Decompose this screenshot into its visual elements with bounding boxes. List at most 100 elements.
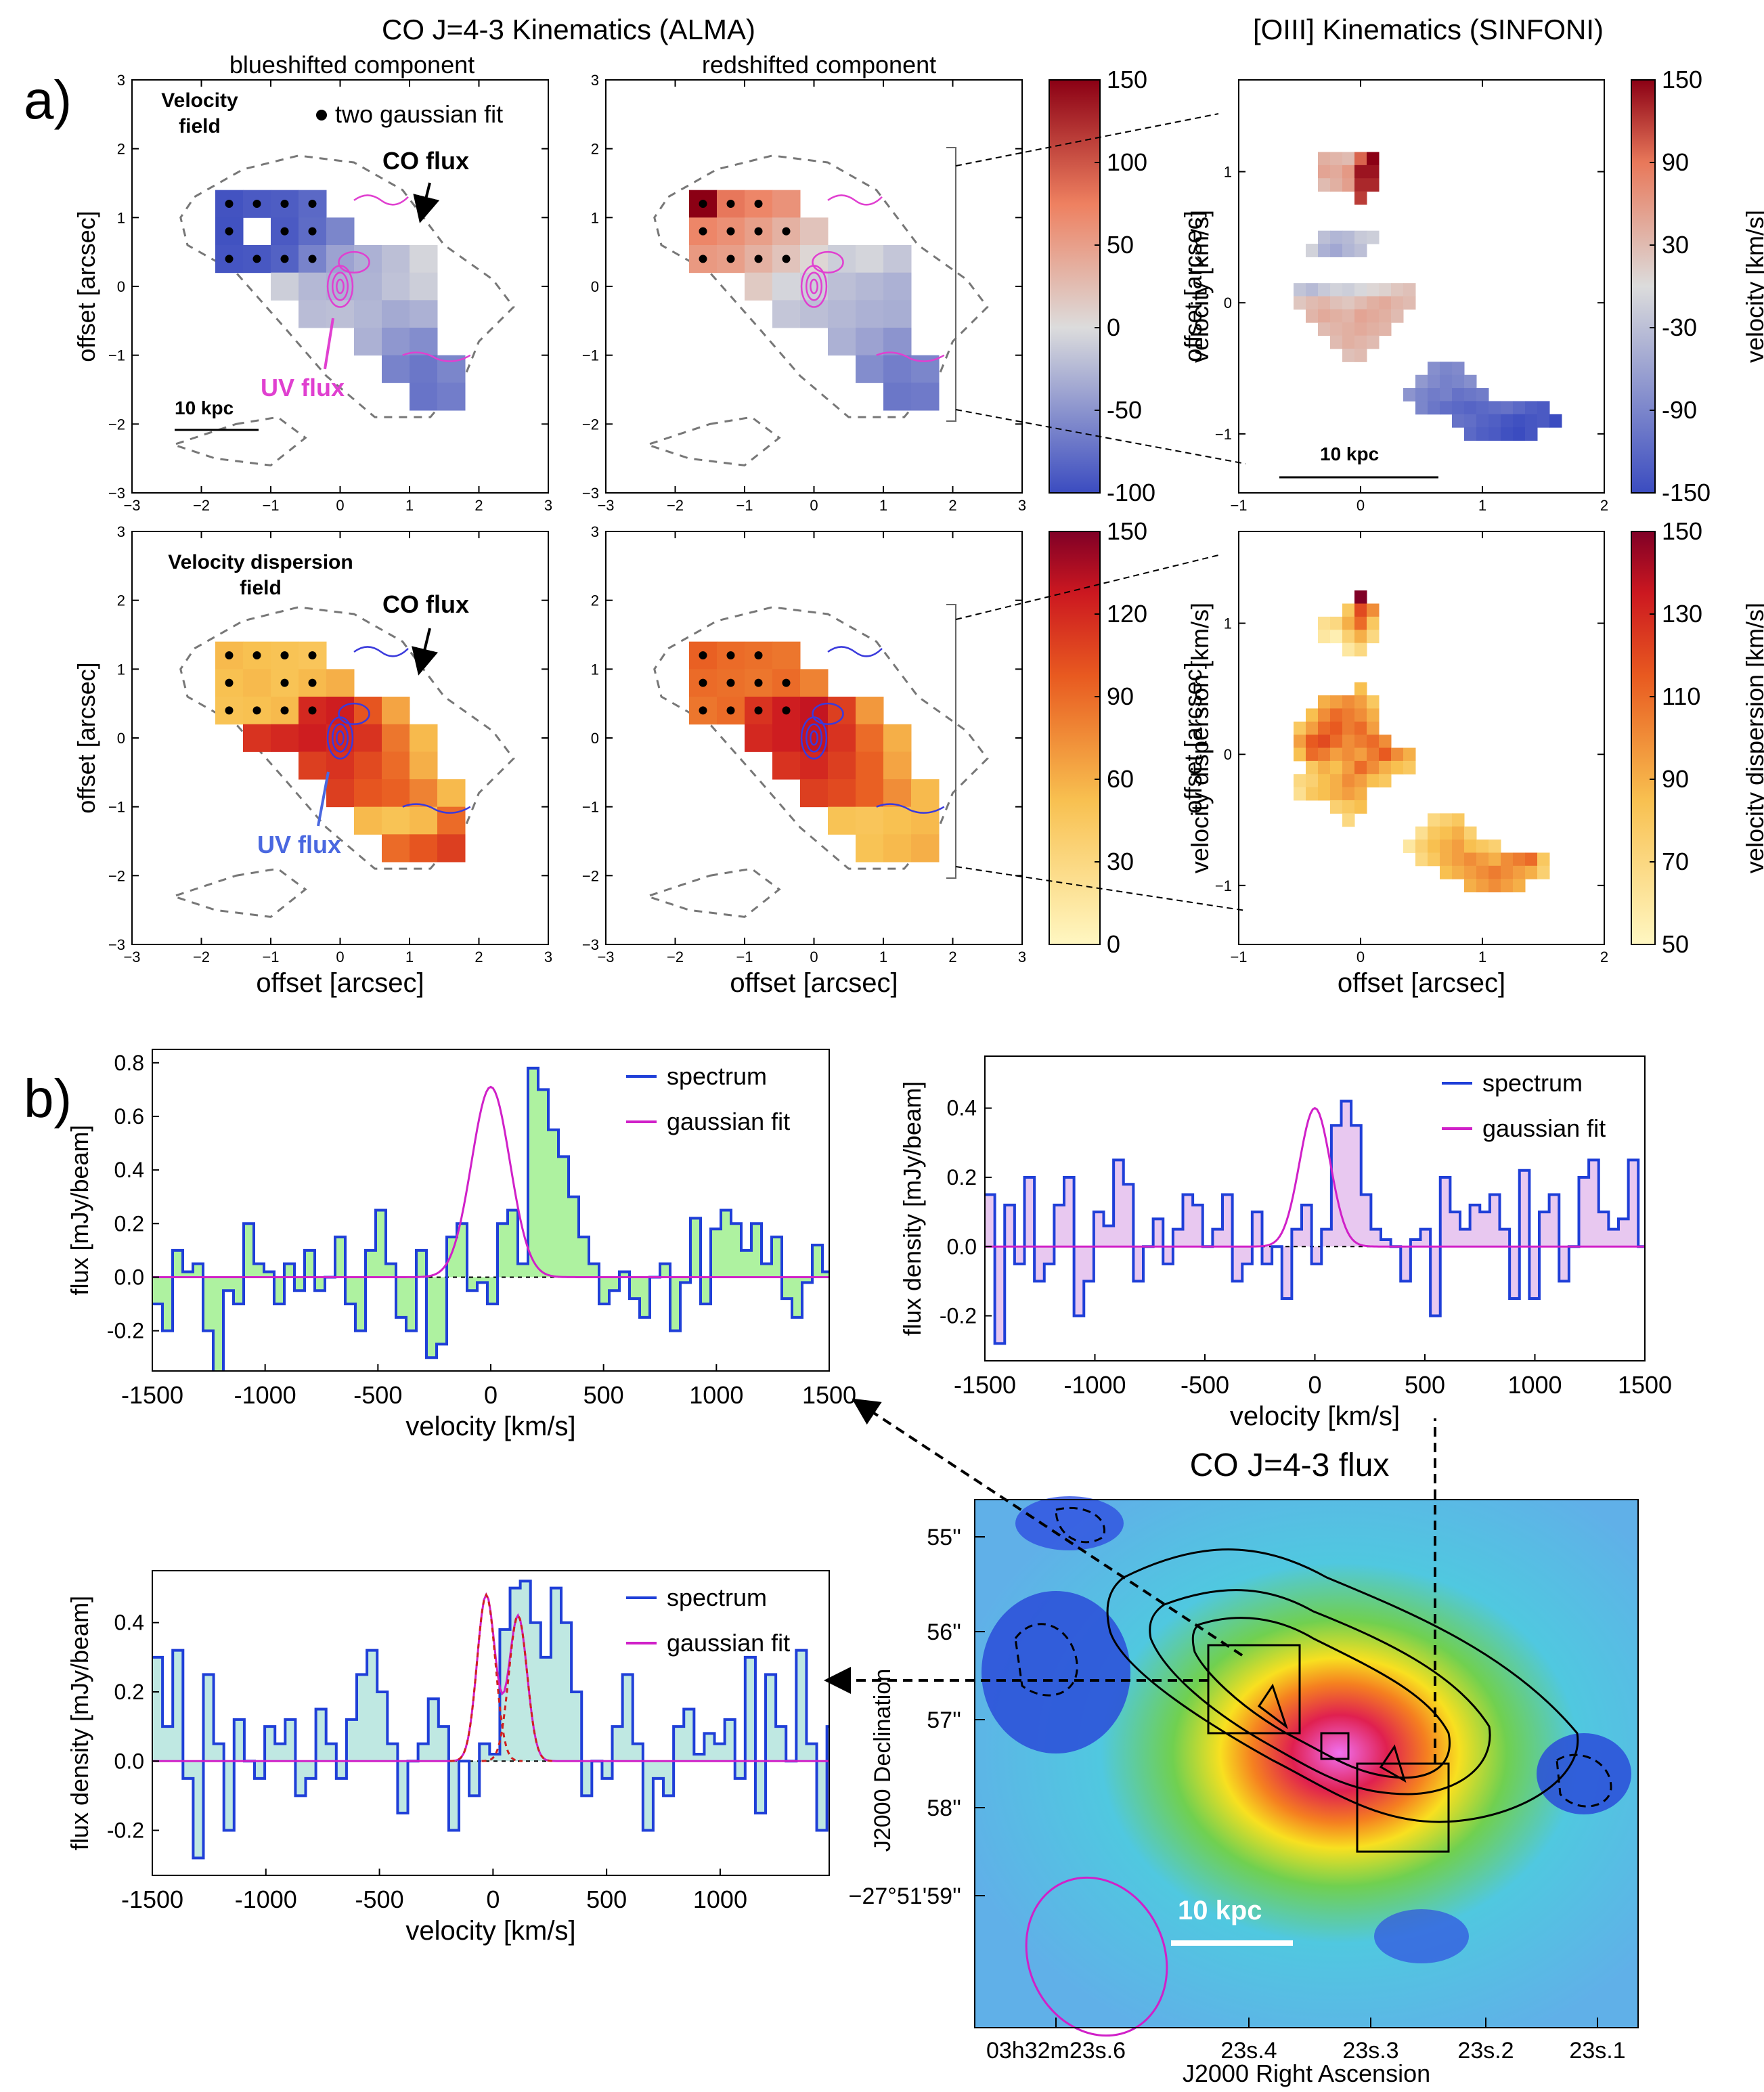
- two-gaussian-dot: [699, 200, 707, 208]
- co-flux-contour-south: [644, 867, 781, 918]
- two-gaussian-dot: [308, 200, 317, 208]
- x-tick-label: 2: [1600, 497, 1608, 514]
- map-pixel: [1489, 879, 1501, 893]
- two-gaussian-dot: [699, 678, 707, 687]
- map-pixel: [1379, 760, 1392, 775]
- x-tick-label: 0: [484, 1381, 498, 1409]
- map-pixel: [1318, 735, 1331, 749]
- map-pixel: [1330, 695, 1343, 709]
- co-blue-velocity-panel: −3 −2 −1 0 1 2 3 −3 −2 −1 0 1 2 3 offset [arcsec]: [72, 72, 552, 514]
- map-pixel: [1440, 362, 1453, 376]
- map-pixel: [828, 300, 856, 328]
- map-pixel: [1379, 322, 1392, 336]
- map-pixel: [1415, 374, 1428, 389]
- y-tick-label: 1: [117, 209, 125, 226]
- x-tick-label: 2: [1600, 949, 1608, 965]
- flux-y-tick-label: 56'': [927, 1619, 961, 1645]
- two-gaussian-dot: [726, 678, 735, 687]
- map-pixel: [1318, 630, 1331, 644]
- map-pixel: [883, 383, 912, 411]
- map-pixel: [1354, 695, 1367, 709]
- map-pixel: [800, 724, 829, 752]
- two-gaussian-dot: [754, 200, 763, 208]
- map-pixel: [1428, 374, 1440, 389]
- x-axis-label: velocity [km/s]: [1230, 1401, 1400, 1431]
- y-tick-label: 0: [591, 278, 599, 295]
- map-pixel: [800, 779, 829, 808]
- flux-blue-blob-2: [1537, 1733, 1631, 1814]
- y-tick-label: −3: [582, 485, 599, 502]
- map-pixel: [437, 383, 466, 411]
- map-pixel: [354, 806, 382, 835]
- velocity-dispersion-label: Velocity dispersion field: [168, 551, 353, 599]
- connector-bottom-1: [955, 554, 1219, 620]
- map-pixel: [1464, 374, 1477, 389]
- map-pixel: [410, 383, 438, 411]
- y-tick-label: -0.2: [940, 1304, 977, 1328]
- map-pixel: [326, 272, 355, 301]
- map-pixel: [1342, 165, 1355, 179]
- co-blue-dispersion-panel: −3 −2 −1 0 1 2 3 −3 −2 −1 0 1 2 3 offset [arcsec] offse…: [72, 523, 552, 998]
- map-pixel: [1440, 865, 1453, 879]
- map-pixel: [1403, 760, 1416, 775]
- flux-contour-3: [1257, 1683, 1288, 1730]
- two-gaussian-dot: [280, 706, 289, 715]
- spectrum-lower-left-panel: -1500 -1000 -500 0 500 1000 -0.2 0.0 0.2 0.4 veloc…: [66, 1570, 830, 1946]
- map-pixel: [410, 245, 438, 274]
- two-gaussian-dot: [225, 255, 234, 263]
- y-tick-label: -0.2: [107, 1818, 144, 1843]
- y-tick-label: 3: [117, 523, 125, 540]
- map-pixel: [1354, 309, 1367, 323]
- y-tick-label: 0.0: [114, 1265, 144, 1289]
- flux-y-tick-label: 55'': [927, 1525, 961, 1550]
- map-pixel: [1489, 401, 1501, 415]
- map-pixel: [1354, 335, 1367, 349]
- map-pixel: [1440, 388, 1453, 401]
- colorbar-tick-label: 110: [1662, 682, 1700, 710]
- map-pixel: [1440, 374, 1453, 389]
- map-pixel: [1525, 401, 1538, 415]
- map-pixel: [326, 217, 355, 246]
- map-pixel: [800, 751, 829, 780]
- flux-blue-blob-4: [1374, 1909, 1469, 1963]
- map-pixel: [1342, 283, 1355, 297]
- x-tick-label: 2: [475, 497, 483, 514]
- map-pixel: [1367, 760, 1380, 775]
- map-pixel: [772, 300, 801, 328]
- connector-top-1: [955, 113, 1219, 167]
- map-pixel: [1464, 388, 1477, 401]
- map-pixel: [1464, 401, 1477, 415]
- uv-flux-arrow-bottom: [317, 771, 330, 827]
- map-pixel: [1428, 826, 1440, 840]
- uv-contour-south: [876, 351, 945, 362]
- two-gaussian-dot: [754, 227, 763, 236]
- connector-bottom-2: [955, 866, 1246, 911]
- map-pixel: [410, 806, 438, 835]
- map-pixel: [1342, 630, 1355, 644]
- co-flux-contour-south: [644, 416, 781, 466]
- y-tick-label: −2: [108, 416, 125, 433]
- map-pixel: [1318, 165, 1331, 179]
- colorbar-tick-label: -100: [1107, 479, 1155, 506]
- map-pixel: [1318, 787, 1331, 801]
- colorbar-tick-label: 150: [1662, 66, 1702, 93]
- map-pixel: [856, 328, 884, 356]
- two-gaussian-dot: [726, 255, 735, 263]
- map-pixel: [1513, 414, 1526, 428]
- y-tick-label: 3: [591, 523, 599, 540]
- bracket-top: [946, 147, 956, 422]
- blue-component-label: blueshifted component: [229, 51, 475, 79]
- uv-contour-north: [353, 646, 409, 657]
- spectrum-plot-area: [152, 1579, 829, 1860]
- colorbar-tick-label: 50: [1107, 231, 1134, 259]
- map-pixel: [1354, 774, 1367, 788]
- x-tick-label: 500: [583, 1381, 624, 1409]
- map-pixel: [1367, 178, 1380, 192]
- x-tick-label: -1000: [1063, 1371, 1126, 1399]
- map-pixel: [1428, 388, 1440, 401]
- y-tick-label: 1: [591, 661, 599, 678]
- map-pixel: [326, 751, 355, 780]
- flux-contour-neg-3: [1055, 1506, 1106, 1544]
- map-pixel: [1330, 735, 1343, 749]
- flux-box-center: [1320, 1732, 1350, 1760]
